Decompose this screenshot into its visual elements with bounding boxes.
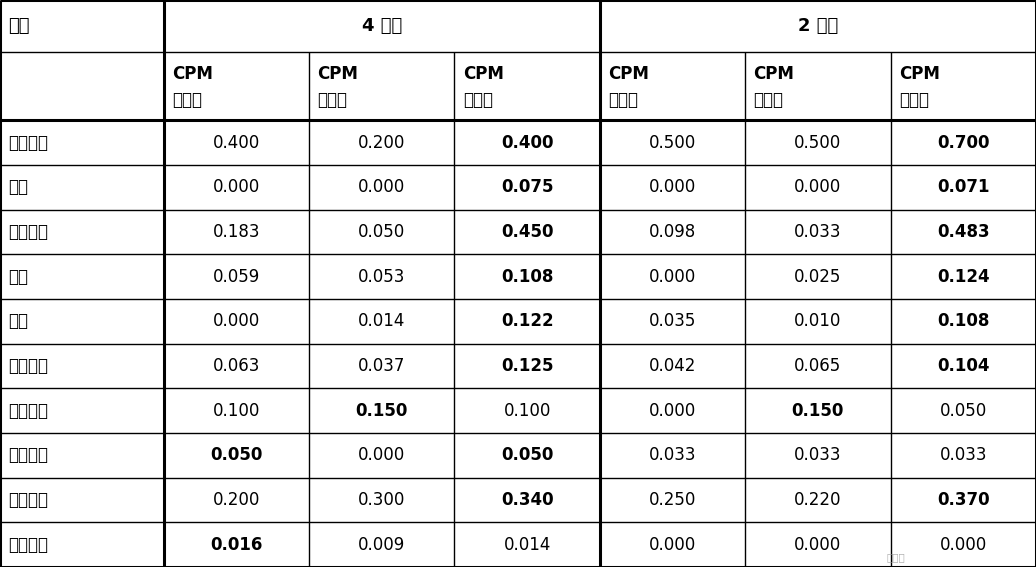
Text: 0.035: 0.035 [649,312,696,330]
Text: 0.450: 0.450 [500,223,553,241]
Text: 0.009: 0.009 [358,536,405,553]
Text: 主要作物: 主要作物 [8,401,49,420]
Text: 0.075: 0.075 [500,178,553,196]
Text: CPM: CPM [317,65,358,83]
Text: 0.065: 0.065 [795,357,841,375]
Text: 0.400: 0.400 [500,134,553,151]
Text: 0.000: 0.000 [649,178,696,196]
Text: 0.108: 0.108 [501,268,553,286]
Text: 0.150: 0.150 [792,401,844,420]
Text: 0.053: 0.053 [358,268,405,286]
Text: 0.050: 0.050 [940,401,987,420]
Text: 0.025: 0.025 [795,268,841,286]
Text: 0.000: 0.000 [795,178,841,196]
Text: 量子位: 量子位 [887,552,905,562]
Text: CPM: CPM [899,65,940,83]
Text: 0.700: 0.700 [937,134,989,151]
Text: 0.100: 0.100 [212,401,260,420]
Text: 0.150: 0.150 [355,401,408,420]
Text: 释义: 释义 [8,178,28,196]
Text: 0.014: 0.014 [503,536,551,553]
Text: 0.200: 0.200 [212,491,260,509]
Text: 0.108: 0.108 [938,312,989,330]
Text: CPM: CPM [172,65,212,83]
Text: 2 样本: 2 样本 [798,17,838,35]
Text: 0.122: 0.122 [500,312,553,330]
Text: 0.220: 0.220 [795,491,841,509]
Text: 主要工艺: 主要工艺 [8,134,49,151]
Text: 0.000: 0.000 [649,536,696,553]
Text: 0.050: 0.050 [210,446,262,464]
Text: 0.000: 0.000 [649,268,696,286]
Text: 0.063: 0.063 [212,357,260,375]
Text: 0.033: 0.033 [795,446,841,464]
Text: 所在国家: 所在国家 [8,446,49,464]
Text: 0.033: 0.033 [649,446,696,464]
Text: （小）: （小） [172,91,202,109]
Text: 0.016: 0.016 [210,536,262,553]
Text: （中）: （中） [317,91,347,109]
Text: 0.050: 0.050 [358,223,405,241]
Text: 0.500: 0.500 [795,134,841,151]
Text: 首任总统: 首任总统 [8,536,49,553]
Text: 0.098: 0.098 [649,223,696,241]
Text: 涉及领域: 涉及领域 [8,357,49,375]
Text: 全名: 全名 [8,312,28,330]
Text: 0.483: 0.483 [937,223,989,241]
Text: 0.000: 0.000 [795,536,841,553]
Text: 0.050: 0.050 [501,446,553,464]
Text: 0.300: 0.300 [358,491,405,509]
Text: 0.250: 0.250 [649,491,696,509]
Text: 0.000: 0.000 [358,446,405,464]
Text: 0.037: 0.037 [358,357,405,375]
Text: CPM: CPM [463,65,503,83]
Text: 0.000: 0.000 [940,536,987,553]
Text: CPM: CPM [608,65,649,83]
Text: 0.000: 0.000 [358,178,405,196]
Text: 0.071: 0.071 [937,178,989,196]
Text: 0.000: 0.000 [649,401,696,420]
Text: 0.370: 0.370 [937,491,989,509]
Text: 0.059: 0.059 [212,268,260,286]
Text: 学科: 学科 [8,268,28,286]
Text: 0.000: 0.000 [212,178,260,196]
Text: （大）: （大） [899,91,929,109]
Text: （中）: （中） [753,91,783,109]
Text: 0.125: 0.125 [500,357,553,375]
Text: （小）: （小） [608,91,638,109]
Text: 0.010: 0.010 [795,312,841,330]
Text: 0.200: 0.200 [358,134,405,151]
Text: 病原类型: 病原类型 [8,491,49,509]
Text: 0.400: 0.400 [212,134,260,151]
Text: CPM: CPM [753,65,795,83]
Text: （大）: （大） [463,91,493,109]
Text: 0.340: 0.340 [500,491,553,509]
Text: 0.500: 0.500 [649,134,696,151]
Text: 0.033: 0.033 [795,223,841,241]
Text: 0.014: 0.014 [358,312,405,330]
Text: 0.183: 0.183 [212,223,260,241]
Text: 4 样本: 4 样本 [362,17,402,35]
Text: 0.100: 0.100 [503,401,551,420]
Text: 0.042: 0.042 [649,357,696,375]
Text: 0.033: 0.033 [940,446,987,464]
Text: 0.104: 0.104 [937,357,989,375]
Text: 商品品牌: 商品品牌 [8,223,49,241]
Text: 0.000: 0.000 [212,312,260,330]
Text: 类别: 类别 [8,17,30,35]
Text: 0.124: 0.124 [937,268,989,286]
